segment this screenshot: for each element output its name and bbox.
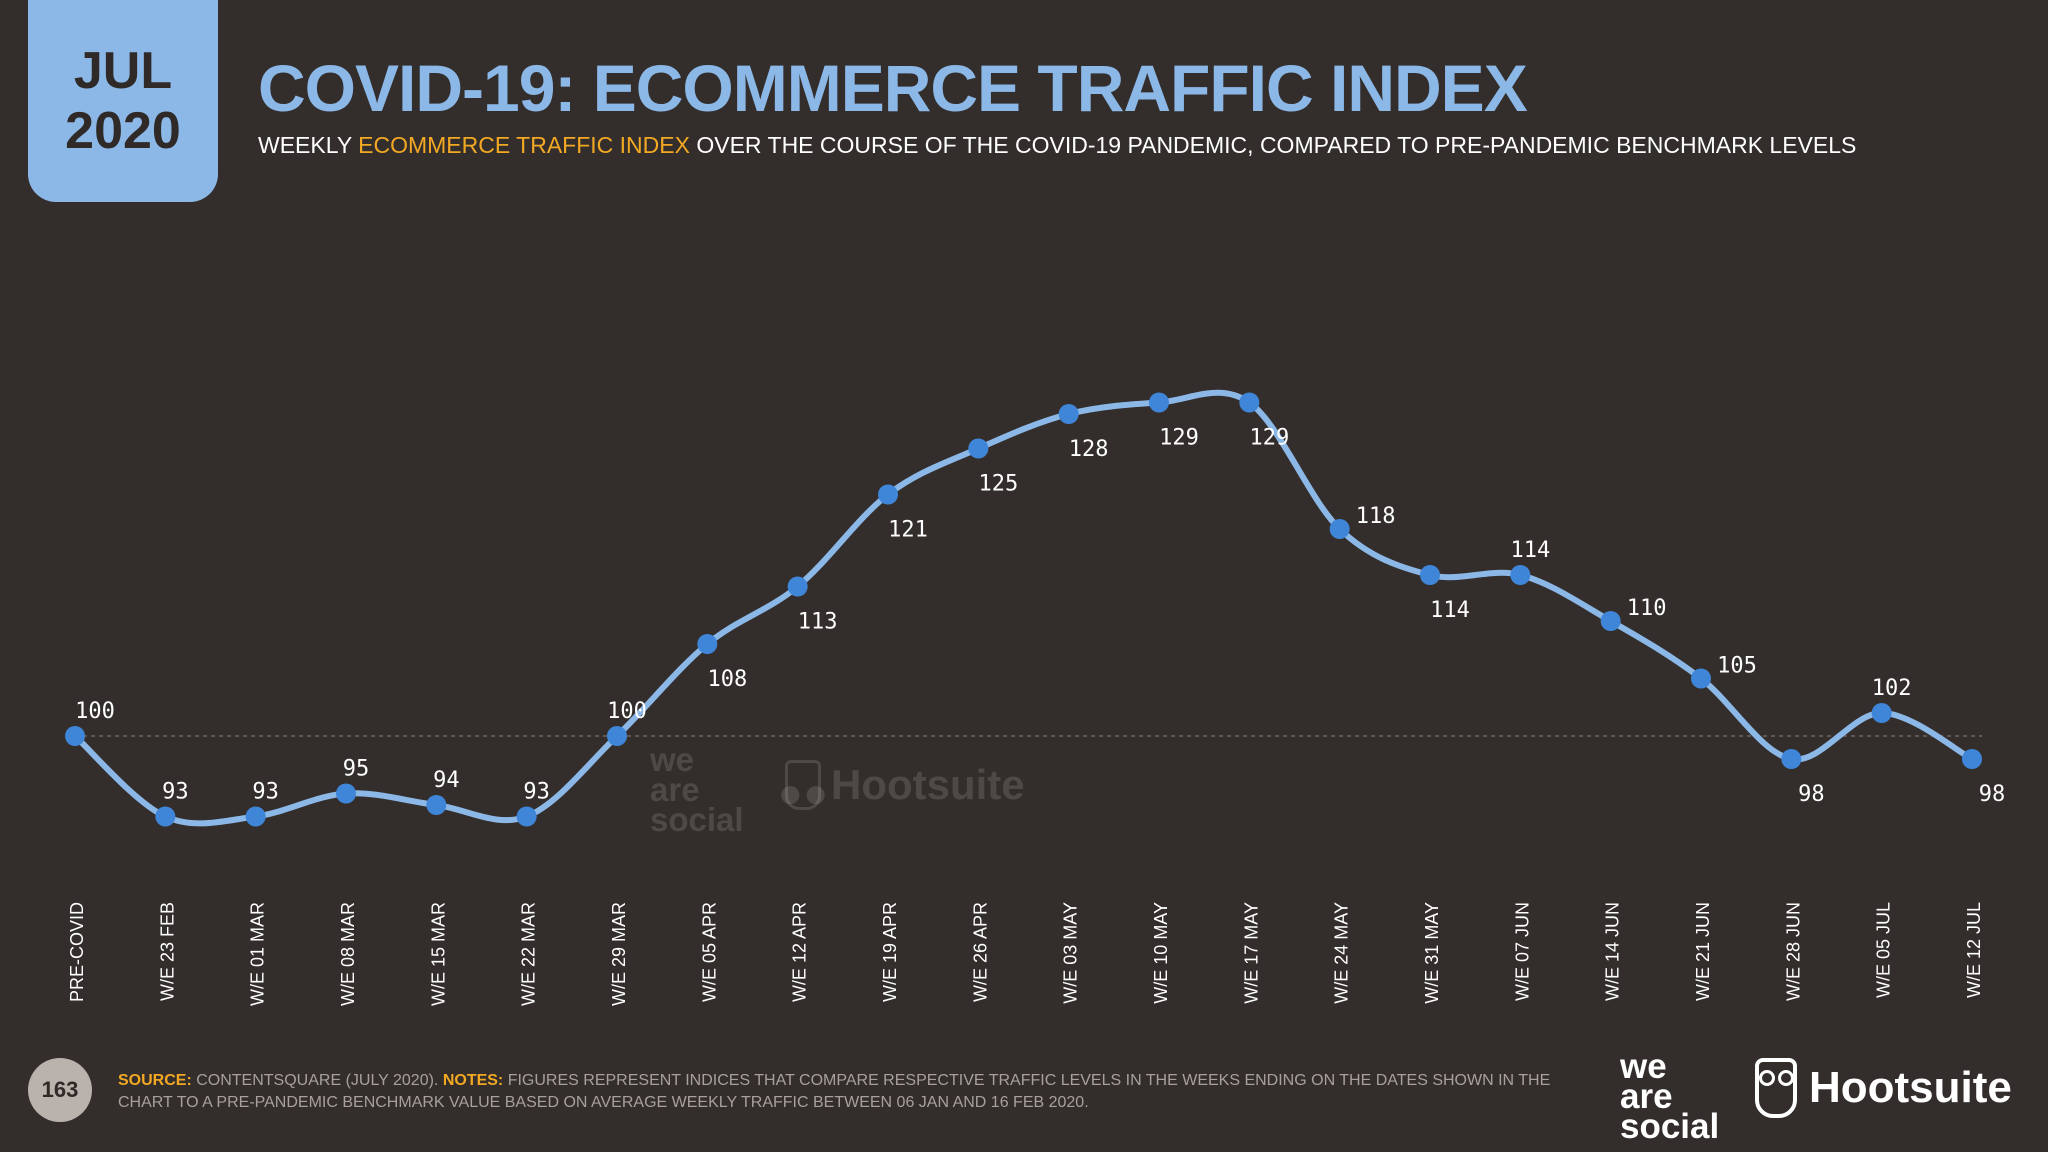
hootsuite-logo: Hootsuite — [1755, 1058, 2012, 1118]
data-label: 93 — [162, 780, 189, 805]
data-label: 125 — [978, 472, 1018, 497]
data-point — [607, 726, 627, 746]
data-point — [245, 806, 266, 827]
data-label: 100 — [607, 699, 647, 724]
x-tick-label: W/E 14 JUN — [1603, 902, 1623, 1001]
data-label: 129 — [1249, 426, 1289, 451]
data-point — [516, 806, 537, 827]
x-tick-label: W/E 08 MAR — [338, 902, 358, 1006]
subtitle-highlight: ECOMMERCE TRAFFIC INDEX — [358, 132, 690, 158]
data-label: 129 — [1159, 426, 1199, 451]
footer-source-notes: SOURCE: CONTENTSQUARE (JULY 2020). NOTES… — [118, 1070, 1598, 1114]
traffic-index-line-chart: 100 PRE-COVID 93 W/E 23 FEB 93 W/E 01 MAR 95 W/… — [65, 389, 2006, 1006]
data-point — [1962, 749, 1982, 769]
x-tick-label: W/E 21 JUN — [1693, 902, 1713, 1001]
subtitle-suffix: OVER THE COURSE OF THE COVID-19 PANDEMIC… — [689, 132, 1857, 158]
page-number: 163 — [28, 1058, 92, 1122]
data-point — [336, 783, 356, 804]
subtitle-prefix: WEEKLY — [258, 132, 359, 158]
data-label: 93 — [252, 780, 279, 805]
data-point — [155, 806, 176, 827]
x-tick-label: W/E 28 JUN — [1783, 902, 1803, 1001]
x-tick-label: W/E 29 MAR — [609, 902, 629, 1006]
data-point — [1239, 392, 1260, 413]
data-label: 102 — [1872, 676, 1912, 701]
date-badge: JUL 2020 — [28, 0, 218, 202]
series-line — [72, 389, 1975, 827]
data-label: 95 — [343, 757, 370, 782]
x-tick-label: W/E 22 MAR — [519, 902, 539, 1006]
data-point — [878, 484, 898, 505]
x-tick-label: W/E 10 MAY — [1151, 902, 1171, 1004]
badge-month: JUL — [73, 42, 173, 100]
data-point — [1781, 749, 1802, 769]
x-tick-label: W/E 07 JUN — [1512, 902, 1532, 1001]
watermark-hootsuite: ●● Hootsuite — [777, 760, 1025, 816]
owl-icon — [1755, 1058, 1797, 1118]
data-label: 100 — [75, 699, 115, 724]
data-point — [1149, 392, 1169, 413]
x-tick-label: W/E 03 MAY — [1061, 902, 1081, 1004]
x-tick-label: W/E 31 MAY — [1422, 902, 1442, 1004]
data-label: 110 — [1627, 596, 1667, 621]
x-tick-label: W/E 01 MAR — [248, 902, 268, 1006]
data-point — [1329, 519, 1350, 539]
x-tick-label: W/E 12 APR — [790, 902, 810, 1002]
data-point — [1058, 404, 1079, 424]
page-subtitle: WEEKLY ECOMMERCE TRAFFIC INDEX OVER THE … — [258, 132, 1856, 159]
notes-label: NOTES: — [442, 1072, 504, 1089]
x-tick-label: W/E 24 MAY — [1332, 902, 1352, 1004]
badge-year: 2020 — [65, 102, 181, 160]
data-label: 113 — [798, 610, 838, 635]
data-point — [1420, 565, 1440, 585]
x-tick-label: W/E 15 MAR — [428, 902, 448, 1006]
data-point — [968, 438, 989, 459]
x-tick-label: W/E 12 JUL — [1964, 902, 1984, 998]
data-point — [1691, 668, 1711, 689]
data-point — [1871, 703, 1892, 723]
x-tick-label: W/E 26 APR — [970, 902, 990, 1002]
data-label: 118 — [1356, 504, 1396, 529]
data-label: 128 — [1069, 437, 1109, 462]
data-point — [787, 576, 808, 597]
data-label: 114 — [1430, 598, 1470, 623]
data-point — [1600, 611, 1621, 631]
data-label: 93 — [523, 780, 550, 805]
data-label: 105 — [1717, 654, 1757, 679]
data-point — [697, 634, 718, 654]
source-text: CONTENTSQUARE (JULY 2020). — [191, 1072, 443, 1089]
data-label: 98 — [1798, 782, 1825, 807]
page-title: COVID-19: ECOMMERCE TRAFFIC INDEX — [258, 51, 1528, 125]
data-point — [426, 795, 447, 815]
data-point — [1510, 565, 1531, 585]
x-tick-label: W/E 05 JUL — [1874, 902, 1894, 998]
notes-text: FIGURES REPRESENT INDICES THAT COMPARE R… — [118, 1072, 1551, 1111]
data-label: 98 — [1979, 782, 2006, 807]
x-tick-label: W/E 17 MAY — [1241, 902, 1261, 1004]
data-label: 121 — [888, 518, 928, 543]
x-tick-label: W/E 05 APR — [699, 902, 719, 1002]
we-are-social-logo: we are social — [1620, 1047, 1720, 1146]
data-label: 94 — [433, 768, 460, 793]
data-label: 114 — [1510, 538, 1550, 563]
data-point — [65, 726, 85, 746]
watermark-we-are-social: we are social — [650, 741, 744, 838]
source-label: SOURCE: — [118, 1072, 192, 1089]
x-tick-label: W/E 23 FEB — [157, 902, 177, 1001]
x-tick-label: W/E 19 APR — [880, 902, 900, 1002]
data-label: 108 — [707, 667, 747, 692]
x-tick-label: PRE-COVID — [67, 902, 87, 1002]
